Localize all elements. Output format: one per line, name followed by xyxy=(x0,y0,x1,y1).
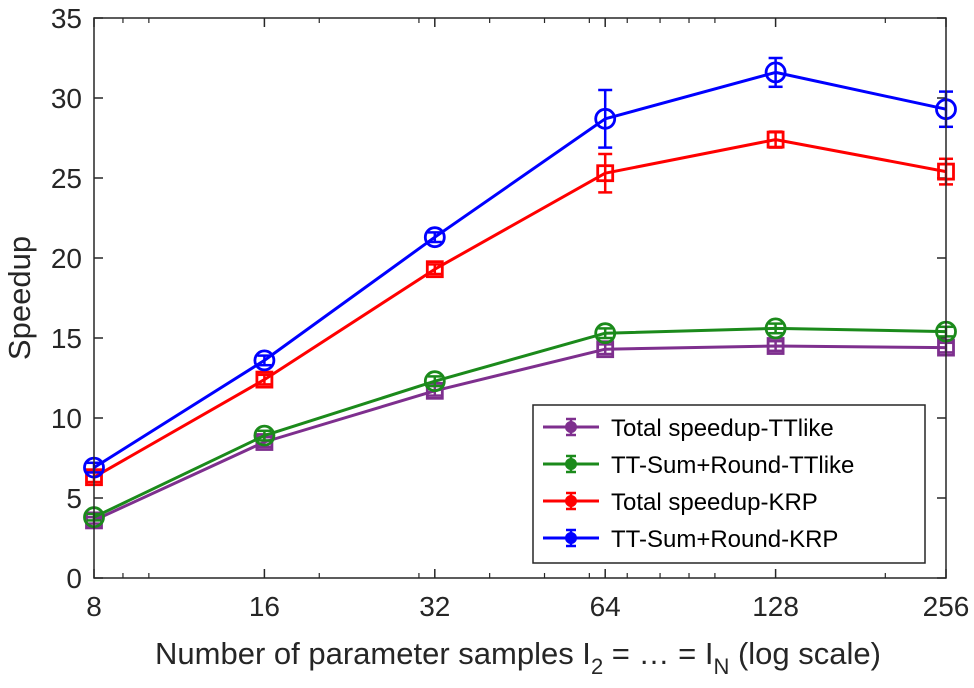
x-tick-label: 32 xyxy=(419,591,450,622)
legend-swatch-marker xyxy=(565,495,577,507)
x-axis-label-suffix: (log scale) xyxy=(729,636,881,671)
legend-label: TT-Sum+Round-TTlike xyxy=(611,452,854,479)
x-axis-label-sub2: N xyxy=(713,654,729,679)
y-tick-label: 0 xyxy=(66,563,82,594)
legend: Total speedup-TTlike TT-Sum+Round-TTlike T… xyxy=(532,404,926,564)
data-point xyxy=(596,164,615,183)
x-axis-label-sub1: 2 xyxy=(591,654,603,679)
data-point xyxy=(423,226,446,249)
legend-swatch-marker xyxy=(565,421,577,433)
y-tick-label: 10 xyxy=(51,403,82,434)
data-point xyxy=(425,260,444,279)
y-tick-label: 15 xyxy=(51,323,82,354)
legend-item: Total speedup-TTlike xyxy=(543,415,834,442)
labels-layer: 0 5 10 15 20 25 30 35 8 16 32 64 128 256 xyxy=(51,3,970,622)
x-tick-label: 64 xyxy=(590,591,621,622)
series-line xyxy=(93,70,947,469)
legend-label: Total speedup-TTlike xyxy=(611,415,834,442)
axes-box xyxy=(93,17,947,579)
x-tick-label: 8 xyxy=(86,591,102,622)
series-line xyxy=(93,326,947,519)
legend-item: TT-Sum+Round-TTlike xyxy=(543,452,854,479)
data-point xyxy=(766,130,785,149)
y-tick-label: 35 xyxy=(51,3,82,34)
x-tick-label: 128 xyxy=(752,591,799,622)
data-point xyxy=(594,107,617,130)
series-line xyxy=(93,344,947,522)
legend-item: TT-Sum+Round-KRP xyxy=(543,526,838,553)
x-axis-label-prefix: Number of parameter samples I xyxy=(155,636,591,671)
y-tick-label: 20 xyxy=(51,243,82,274)
legend-item: Total speedup-KRP xyxy=(543,489,818,516)
data-point xyxy=(253,349,276,372)
data-point xyxy=(423,370,446,393)
legend-label: TT-Sum+Round-KRP xyxy=(611,526,838,553)
y-tick-label: 5 xyxy=(66,483,82,514)
legend-swatch-marker xyxy=(565,532,577,544)
x-tick-label: 16 xyxy=(249,591,280,622)
y-tick-label: 30 xyxy=(51,83,82,114)
data-point xyxy=(764,317,787,340)
y-tick-label: 25 xyxy=(51,163,82,194)
data-point xyxy=(764,61,787,84)
data-point xyxy=(594,322,617,345)
x-axis-label-middle: = … = I xyxy=(603,636,713,671)
legend-label: Total speedup-KRP xyxy=(611,489,818,516)
x-axis-label: Number of parameter samples I2 = … = IN … xyxy=(155,636,881,679)
data-point xyxy=(253,424,276,447)
legend-swatch-marker xyxy=(565,458,577,470)
x-tick-label: 256 xyxy=(923,591,970,622)
data-point xyxy=(255,370,274,389)
series-line xyxy=(93,138,947,479)
y-axis-label: Speedup xyxy=(2,236,37,360)
